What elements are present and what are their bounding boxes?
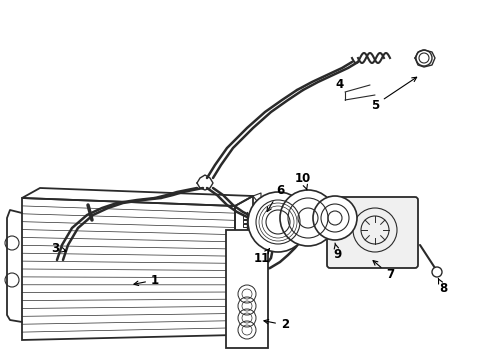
Text: 10: 10: [294, 171, 310, 190]
FancyBboxPatch shape: [326, 197, 417, 268]
Circle shape: [280, 190, 335, 246]
Text: 7: 7: [372, 261, 393, 282]
Circle shape: [247, 192, 307, 252]
FancyBboxPatch shape: [225, 230, 267, 348]
Text: 9: 9: [333, 243, 342, 261]
Text: 2: 2: [264, 319, 288, 332]
Text: 6: 6: [266, 184, 284, 212]
Text: 3: 3: [51, 242, 66, 255]
Text: 8: 8: [437, 279, 446, 294]
Circle shape: [312, 196, 356, 240]
Text: 5: 5: [370, 77, 416, 112]
Text: 4: 4: [334, 78, 343, 91]
Text: 1: 1: [134, 274, 159, 287]
Circle shape: [431, 267, 441, 277]
Text: 11: 11: [253, 249, 269, 265]
